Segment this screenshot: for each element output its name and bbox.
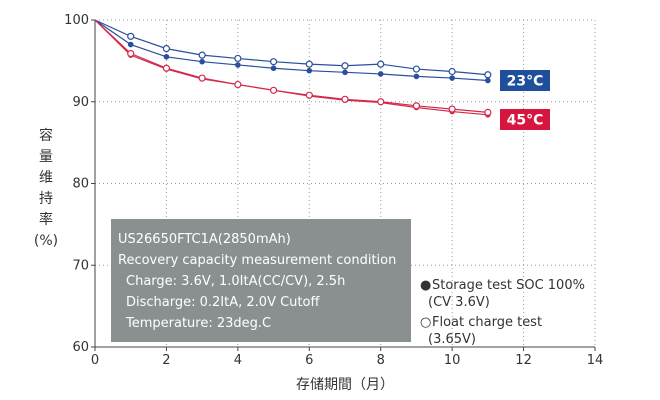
data-point-filled bbox=[199, 58, 205, 65]
info-line: US26650FTC1A(2850mAh) bbox=[118, 232, 291, 247]
info-line: Temperature: 23deg.C bbox=[125, 316, 271, 331]
badge-background bbox=[500, 70, 550, 91]
data-point-filled bbox=[270, 65, 277, 72]
series-line bbox=[94, 19, 488, 116]
x-tick-label: 14 bbox=[587, 353, 604, 368]
legend-symbol: ○ bbox=[420, 315, 431, 330]
legend-text: (CV 3.6V) bbox=[428, 295, 490, 310]
data-point-open bbox=[162, 64, 171, 72]
data-point-open bbox=[305, 60, 313, 68]
y-tick-label: 90 bbox=[72, 95, 89, 110]
data-point-filled bbox=[306, 67, 313, 74]
data-point-open bbox=[341, 62, 349, 70]
x-tick-label: 12 bbox=[515, 353, 532, 368]
series-line bbox=[94, 19, 488, 82]
data-point-filled bbox=[127, 41, 134, 48]
info-box-background bbox=[111, 219, 411, 342]
test-condition-box: US26650FTC1A(2850mAh) Recovery capacity m… bbox=[111, 219, 411, 342]
data-point-open bbox=[127, 32, 135, 40]
y-axis-label: (%) bbox=[34, 233, 58, 249]
data-point-open bbox=[484, 108, 492, 116]
data-point-open bbox=[234, 54, 242, 63]
legend-text: (3.65V) bbox=[428, 332, 476, 347]
x-axis-label: 存储期間（月） bbox=[296, 377, 394, 393]
legend-text: Float charge test bbox=[432, 315, 542, 330]
data-point-filled bbox=[377, 71, 384, 77]
y-axis-label: 量 bbox=[39, 149, 53, 165]
data-point-open bbox=[377, 60, 385, 68]
badge-label: 23°C bbox=[507, 74, 544, 90]
legend: ● Storage test SOC 100% (CV 3.6V) ○ Float ch… bbox=[420, 278, 585, 347]
series-line bbox=[94, 19, 488, 76]
y-axis-label: 容 bbox=[39, 127, 53, 144]
y-axis-label: 维 bbox=[39, 170, 53, 186]
y-tick-label: 60 bbox=[72, 340, 89, 355]
x-tick-label: 4 bbox=[234, 353, 242, 368]
data-point-open bbox=[127, 49, 135, 58]
data-point-open bbox=[234, 80, 242, 89]
data-point-open bbox=[412, 65, 421, 73]
data-point-open bbox=[162, 45, 171, 53]
info-line: Charge: 3.6V, 1.0ItA(CC/CV), 2.5h bbox=[126, 274, 345, 289]
series-line bbox=[94, 19, 488, 113]
data-point-open bbox=[448, 67, 456, 76]
data-point-open bbox=[341, 95, 349, 103]
data-point-open bbox=[269, 58, 278, 66]
x-tick-label: 0 bbox=[91, 353, 99, 368]
badge-label: 45°C bbox=[507, 113, 544, 129]
data-point-filled bbox=[235, 62, 241, 68]
data-point-filled bbox=[485, 77, 491, 84]
data-point-open bbox=[448, 105, 456, 113]
y-axis-label: 持 bbox=[39, 191, 53, 207]
data-point-open bbox=[198, 74, 206, 82]
data-point-open bbox=[484, 71, 492, 79]
y-tick-label: 80 bbox=[72, 177, 89, 192]
data-point-filled bbox=[413, 73, 420, 80]
data-point-open bbox=[412, 102, 421, 110]
data-point-filled bbox=[342, 69, 348, 76]
x-tick-label: 8 bbox=[377, 353, 385, 368]
legend-symbol: ● bbox=[420, 278, 431, 293]
data-series bbox=[94, 19, 492, 118]
data-point-open bbox=[377, 98, 385, 106]
temperature-badges: 23°C 45°C bbox=[500, 70, 550, 130]
data-point-filled bbox=[163, 53, 170, 60]
data-point-open bbox=[198, 51, 206, 59]
x-tick-label: 2 bbox=[162, 353, 170, 368]
x-tick-label: 6 bbox=[305, 353, 313, 368]
data-point-open bbox=[269, 86, 278, 94]
y-tick-label: 70 bbox=[72, 258, 89, 273]
x-tick-label: 10 bbox=[444, 353, 461, 368]
data-point-filled bbox=[449, 75, 455, 81]
legend-text: Storage test SOC 100% bbox=[432, 278, 585, 293]
badge-background bbox=[500, 109, 550, 130]
data-point-open bbox=[305, 91, 313, 99]
y-tick-label: 100 bbox=[64, 13, 89, 28]
y-axis-label: 率 bbox=[39, 211, 53, 228]
info-line: Discharge: 0.2ItA, 2.0V Cutoff bbox=[126, 295, 320, 310]
info-line: Recovery capacity measurement condition bbox=[118, 253, 396, 268]
